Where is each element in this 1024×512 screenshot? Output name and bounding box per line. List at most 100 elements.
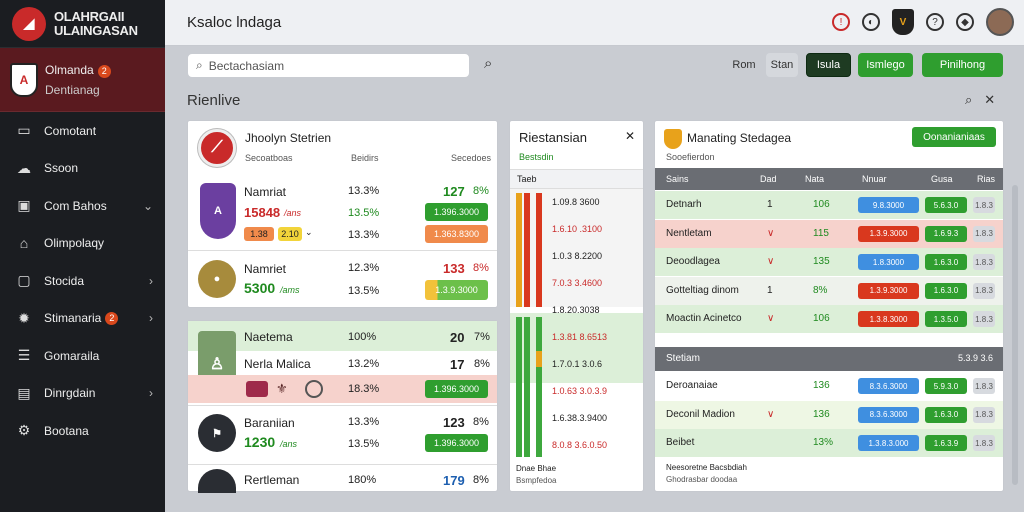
drop-icon[interactable]: ◆ [956, 13, 974, 31]
sidebar-item[interactable]: ⌂ Olimpolaqy [0, 225, 165, 263]
table-row[interactable]: Deconil Madion ∨ 136 8.3.6.3000 1.6.3.0 1.8.3 [655, 400, 1003, 429]
close-icon[interactable]: ✕ [984, 92, 996, 107]
odds-chip[interactable]: 1.8.3 [973, 197, 995, 213]
odds-chip[interactable]: 1.8.3 [973, 311, 995, 327]
table-row[interactable]: Nentletam ∨ 115 1.3.9.3000 1.6.9.3 1.8.3 [655, 219, 1003, 248]
odds-button[interactable]: 1.6.3.0 [925, 282, 967, 299]
match-row[interactable]: A Namriat 15848 /ans 1.38 2.10 ⌄ 13.3% 1… [188, 171, 497, 251]
sidebar-active-item[interactable]: A Olmanda 2 Dentianag [0, 48, 165, 112]
odds-button[interactable]: 9.8.3000 [858, 197, 919, 213]
filter-button-3[interactable]: Isula [806, 53, 851, 77]
sidebar-item[interactable]: ⚙ Bootana [0, 412, 165, 450]
alert-icon[interactable]: ! [832, 13, 850, 31]
bet-odds[interactable]: 1.6.38.3.9400 [552, 413, 608, 423]
filter-button-1[interactable]: Rom [732, 59, 756, 71]
odds-button[interactable]: 1.6.3.9 [925, 435, 967, 451]
odds-chip[interactable]: 1.8.3 [973, 225, 995, 242]
match-row[interactable]: ● Namriet 5300 /ams 12.3% 13.5% 133 8% 1… [188, 252, 497, 308]
filter-button-4[interactable]: Ismlego [858, 53, 913, 77]
bet-odds[interactable]: 1.8.20.3038 [552, 305, 600, 315]
standings-action-button[interactable]: Oonanianiaas [912, 127, 996, 147]
filter-button-5[interactable]: Pinilhong [922, 53, 1003, 77]
odds-button[interactable]: 1.396.3000 [425, 203, 488, 221]
sidebar-item[interactable]: ✹ Stimanaria 2 › [0, 300, 165, 338]
chevron-icon[interactable]: › [149, 273, 153, 288]
odds-button[interactable]: 1.3.5.0 [925, 311, 967, 327]
group-value: 5.3.9 3.6 [958, 353, 994, 363]
list-item[interactable]: Naetema 100% 20 7% [188, 321, 497, 351]
avatar[interactable] [986, 8, 1014, 36]
table-row[interactable]: Deroanaiae 136 8.3.6.3000 5.9.3.0 1.8.3 [655, 372, 1003, 400]
odds-chip[interactable]: 1.8.3 [973, 406, 995, 423]
odds-button[interactable]: 5.9.3.0 [925, 378, 967, 394]
flag-icon [246, 381, 268, 397]
chevron-icon[interactable]: ⌄ [142, 198, 153, 213]
list-item[interactable]: ⚑ Baraniian 1230 /ans 13.3% 13.5% 123 8%… [188, 405, 497, 463]
bet-odds[interactable]: 1.09.8 3600 [552, 197, 600, 207]
chevron-icon[interactable]: › [149, 386, 153, 401]
close-icon[interactable]: ✕ [625, 129, 636, 143]
table-row[interactable]: Moactin Acinetco ∨ 106 1.3.8.3000 1.3.5.0 1.8… [655, 305, 1003, 333]
brand-logo-icon: ◢ [12, 6, 46, 41]
odds-chip[interactable]: 1.8.3 [973, 282, 995, 299]
scrollbar[interactable] [1012, 185, 1018, 485]
odds-button[interactable]: 1.3.8.3000 [858, 311, 919, 327]
odds-button[interactable]: 8.3.6.3000 [858, 378, 919, 394]
sidebar-item[interactable]: ▭ Comotant [0, 112, 165, 150]
odds-button[interactable]: 1.3.8.3.000 [858, 435, 919, 451]
odds-button[interactable]: 1.8.3000 [858, 254, 919, 270]
bet-odds[interactable]: 1.3.81 8.6513 [552, 332, 608, 342]
odds-button[interactable]: 1.3.9.3000 [425, 280, 488, 300]
search-icon[interactable]: ⌕ [965, 92, 973, 107]
sidebar-item[interactable]: ▣ Com Bahos ⌄ [0, 187, 165, 225]
help-icon[interactable]: ? [926, 13, 944, 31]
team-shield-icon[interactable]: V [892, 9, 914, 35]
odds-chip[interactable]: 1.8.3 [973, 435, 995, 451]
sidebar-item-label: Dinrgdain [44, 386, 96, 401]
chevron-icon[interactable]: › [149, 311, 153, 326]
odds-button[interactable]: 5.6.3.0 [925, 197, 967, 213]
mini-odds-2[interactable]: 2.10 [278, 227, 302, 241]
search-input[interactable]: ⌕ Bectachasiam [187, 53, 470, 78]
table-row[interactable]: Deoodlagea ∨ 135 1.8.3000 1.6.3.0 1.8.3 [655, 248, 1003, 276]
bet-odds[interactable]: 1.0.63 3.0.3.9 [552, 386, 608, 396]
bet-odds[interactable]: 1.6.10 .3100 [552, 224, 603, 234]
standings-panel: Manating Stedagea Sooefierdon Oonaniania… [654, 120, 1004, 492]
bar-red-2 [536, 193, 542, 307]
table-row[interactable]: Beibet 13% 1.3.8.3.000 1.6.3.9 1.8.3 [655, 429, 1003, 457]
odds-button[interactable]: 1.6.3.0 [925, 254, 967, 270]
odds-button[interactable]: 1.3.9.3000 [858, 225, 919, 242]
sidebar-item[interactable]: ▤ Dinrgdain › [0, 375, 165, 413]
mini-odds-1[interactable]: 1.38 [244, 227, 274, 241]
odds-button[interactable]: 1.6.9.3 [925, 225, 967, 242]
list-item[interactable]: Rertleman 180% 179 8% [188, 464, 497, 493]
bet-odds[interactable]: 7.0.3 3.4600 [552, 278, 603, 288]
settings-icon[interactable]: ◐ [862, 13, 880, 31]
odds-button[interactable]: 1.6.3.0 [925, 406, 967, 423]
brand[interactable]: ◢ OLAHRGAII ULAINGASAN [0, 0, 165, 48]
filter-button-2[interactable]: Stan [766, 53, 798, 77]
sidebar-item[interactable]: ☰ Gomaraila [0, 337, 165, 375]
odds-chip[interactable]: 1.8.3 [973, 378, 995, 394]
odds-button[interactable]: 1.363.8300 [425, 225, 488, 243]
bet-odds[interactable]: 8.0.8 3.6.0.50 [552, 440, 608, 450]
fleur-icon: ⚜ [276, 381, 288, 396]
table-row[interactable]: Detnarh 1 106 9.8.3000 5.6.3.0 1.8.3 [655, 191, 1003, 219]
table-row[interactable]: Gotteltiag dinom 1 8% 1.3.9.3000 1.6.3.0 1.8.… [655, 276, 1003, 305]
search-button-icon[interactable]: ⌕ [484, 55, 493, 72]
match-amount: 15848 [244, 205, 281, 220]
list-item[interactable]: Nerla Malica 13.2% 17 8% [188, 351, 497, 375]
list-item[interactable]: ⚜ 18.3% 1.396.3000 [188, 375, 497, 403]
bet-odds[interactable]: 1.7.0.1 3.0.6 [552, 359, 603, 369]
odds-chip[interactable]: 1.8.3 [973, 254, 995, 270]
team-name: Moactin Acinetco [666, 313, 742, 324]
bar-accent [536, 351, 542, 367]
sidebar-item[interactable]: ☁ Ssoon [0, 150, 165, 188]
bet-odds[interactable]: 1.0.3 8.2200 [552, 251, 603, 261]
odds-button[interactable]: 1.3.9.3000 [858, 282, 919, 299]
odds-button[interactable]: 8.3.6.3000 [858, 406, 919, 423]
sidebar-item[interactable]: ▢ Stocida › [0, 262, 165, 300]
chevron-down-icon[interactable]: ⌄ [305, 227, 313, 237]
odds-button[interactable]: 1.396.3000 [425, 380, 488, 398]
odds-button[interactable]: 1.396.3000 [425, 434, 488, 452]
